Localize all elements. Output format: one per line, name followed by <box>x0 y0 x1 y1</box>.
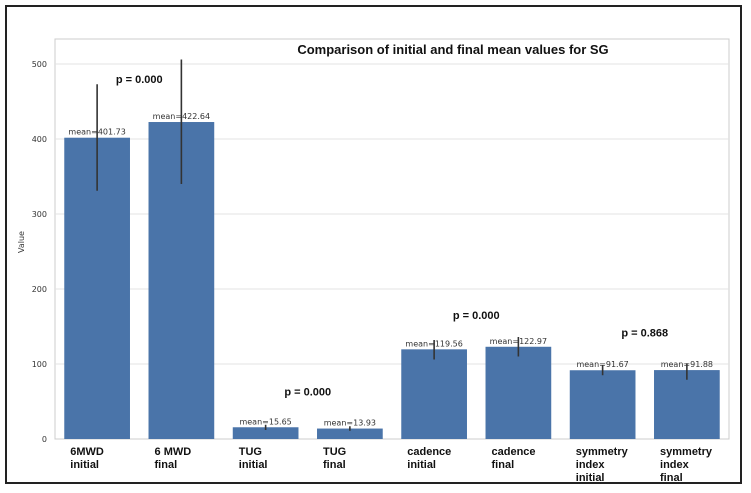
mean-label: mean=91.67 <box>576 360 628 369</box>
bar <box>654 370 720 439</box>
category-label-line: initial <box>70 459 99 471</box>
category-label-line: index <box>660 459 690 471</box>
error-bars <box>96 59 688 431</box>
mean-label: mean=422.64 <box>153 112 210 121</box>
category-label: symmetry index final <box>660 446 713 482</box>
bar <box>317 428 383 439</box>
bar <box>569 370 636 439</box>
bar <box>401 349 467 439</box>
category-label: 6 MWD final <box>155 446 192 471</box>
y-axis-ticks: 0 100 200 300 400 500 <box>32 60 47 444</box>
y-tick-label: 300 <box>32 210 47 219</box>
category-label-line: index <box>576 459 606 471</box>
bar <box>232 427 299 439</box>
y-axis-label: Value <box>17 231 26 253</box>
y-tick-label: 100 <box>32 360 47 369</box>
mean-label: mean=122.97 <box>490 337 547 346</box>
mean-label: mean=15.65 <box>239 417 291 426</box>
mean-label: mean=401.73 <box>68 128 125 137</box>
figure-frame: 0 100 200 300 400 500 mean=401.73 mean=422.64 m… <box>5 5 742 484</box>
category-label-line: TUG <box>323 446 346 458</box>
y-tick-label: 200 <box>32 285 47 294</box>
chart-title: Comparison of initial and final mean val… <box>297 42 608 57</box>
bar <box>485 346 552 439</box>
category-label-line: final <box>155 459 178 471</box>
category-label: symmetry index initial <box>576 446 629 482</box>
p-value-annotations: p = 0.000 p = 0.000 p = 0.000 p = 0.868 <box>116 74 668 399</box>
p-value-label: p = 0.000 <box>284 387 331 399</box>
category-label: TUG initial <box>239 446 268 471</box>
mean-labels: mean=401.73 mean=422.64 mean=15.65 mean=13.… <box>68 112 713 428</box>
category-label-line: initial <box>407 459 436 471</box>
category-label-line: 6MWD <box>70 446 104 458</box>
category-label-line: cadence <box>492 446 536 458</box>
category-label-line: symmetry <box>660 446 713 458</box>
mean-label: mean=91.88 <box>661 360 713 369</box>
category-label-line: symmetry <box>576 446 629 458</box>
category-label: TUG final <box>323 446 346 471</box>
y-tick-label: 500 <box>32 60 47 69</box>
p-value-label: p = 0.000 <box>453 310 500 322</box>
mean-label: mean=13.93 <box>324 419 376 428</box>
p-value-label: p = 0.000 <box>116 74 163 86</box>
category-label-line: initial <box>239 459 268 471</box>
category-label-line: TUG <box>239 446 262 458</box>
y-tick-label: 0 <box>42 435 47 444</box>
category-label-line: initial <box>576 472 605 482</box>
category-label: cadence final <box>492 446 536 471</box>
category-label-line: cadence <box>407 446 451 458</box>
category-label-line: final <box>660 472 683 482</box>
mean-label: mean=119.56 <box>405 339 462 348</box>
category-label-line: final <box>492 459 515 471</box>
category-label: 6MWD initial <box>70 446 104 471</box>
p-value-label: p = 0.868 <box>621 327 668 339</box>
y-tick-label: 400 <box>32 135 47 144</box>
category-label: cadence initial <box>407 446 451 471</box>
category-label-line: final <box>323 459 346 471</box>
category-label-line: 6 MWD <box>155 446 192 458</box>
